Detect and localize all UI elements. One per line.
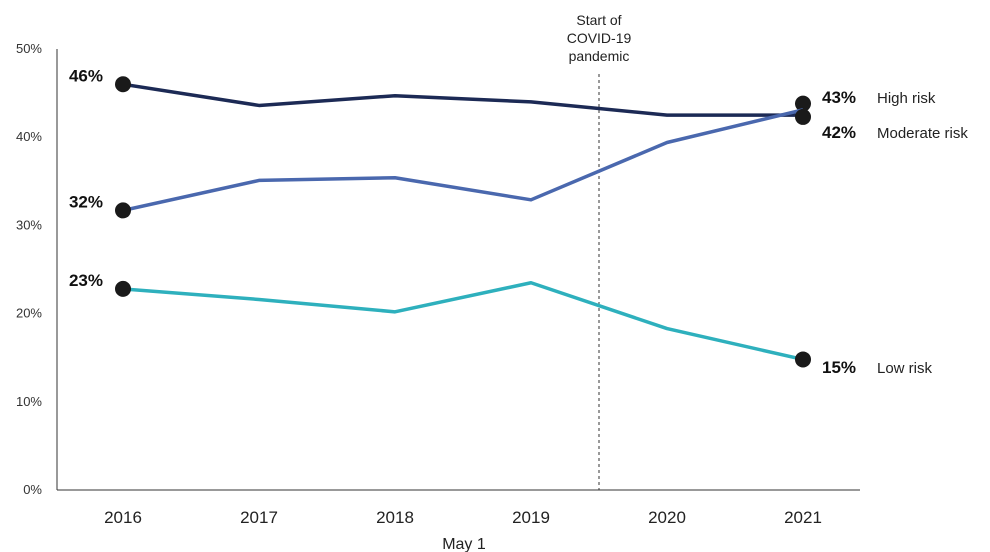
high-risk-start-label: 46% bbox=[69, 66, 103, 85]
low-risk-start-point bbox=[115, 280, 131, 297]
x-tick-label: 2017 bbox=[240, 508, 278, 527]
series-group bbox=[115, 76, 811, 368]
x-tick-label: 2020 bbox=[648, 508, 686, 527]
covid-annotation: Start of COVID-19 pandemic bbox=[567, 12, 632, 490]
x-axis-title: May 1 bbox=[442, 536, 486, 552]
y-tick-label: 30% bbox=[16, 217, 42, 232]
covid-annotation-text: pandemic bbox=[569, 48, 630, 64]
y-axis-ticks: 0% 10% 20% 30% 40% 50% bbox=[16, 41, 42, 497]
y-tick-label: 20% bbox=[16, 306, 42, 321]
y-tick-label: 50% bbox=[16, 41, 42, 56]
x-tick-label: 2018 bbox=[376, 508, 414, 527]
x-axis-ticks: 2016 2017 2018 2019 2020 2021 bbox=[104, 508, 822, 527]
moderate-risk-end-value: 42% bbox=[822, 123, 856, 142]
high-risk-end-value: 43% bbox=[822, 88, 856, 107]
y-tick-label: 10% bbox=[16, 394, 42, 409]
moderate-risk-start-point bbox=[115, 202, 131, 219]
low-risk-end-point bbox=[795, 351, 811, 368]
x-tick-label: 2016 bbox=[104, 508, 142, 527]
covid-annotation-text: Start of bbox=[576, 12, 621, 28]
y-tick-label: 0% bbox=[23, 482, 42, 497]
covid-annotation-text: COVID-19 bbox=[567, 30, 632, 46]
high-risk-legend-name: High risk bbox=[877, 90, 936, 107]
high-risk-line bbox=[122, 82, 803, 117]
moderate-risk-start-label: 32% bbox=[69, 192, 103, 211]
low-risk-legend-name: Low risk bbox=[877, 360, 933, 377]
low-risk-start-label: 23% bbox=[69, 271, 103, 290]
x-tick-label: 2021 bbox=[784, 508, 822, 527]
moderate-risk-legend-name: Moderate risk bbox=[877, 125, 968, 142]
axes bbox=[56, 49, 860, 491]
high-risk-end-point bbox=[795, 95, 811, 112]
series-labels: 46% 32% 23% 43% High risk 42% Moderate risk 15%… bbox=[69, 66, 968, 377]
y-tick-label: 40% bbox=[16, 129, 42, 144]
high-risk-start-point bbox=[115, 76, 131, 93]
low-risk-line bbox=[122, 280, 804, 362]
moderate-risk-end-point bbox=[795, 108, 811, 125]
low-risk-end-value: 15% bbox=[822, 358, 856, 377]
moderate-risk-line bbox=[122, 108, 804, 213]
x-tick-label: 2019 bbox=[512, 508, 550, 527]
